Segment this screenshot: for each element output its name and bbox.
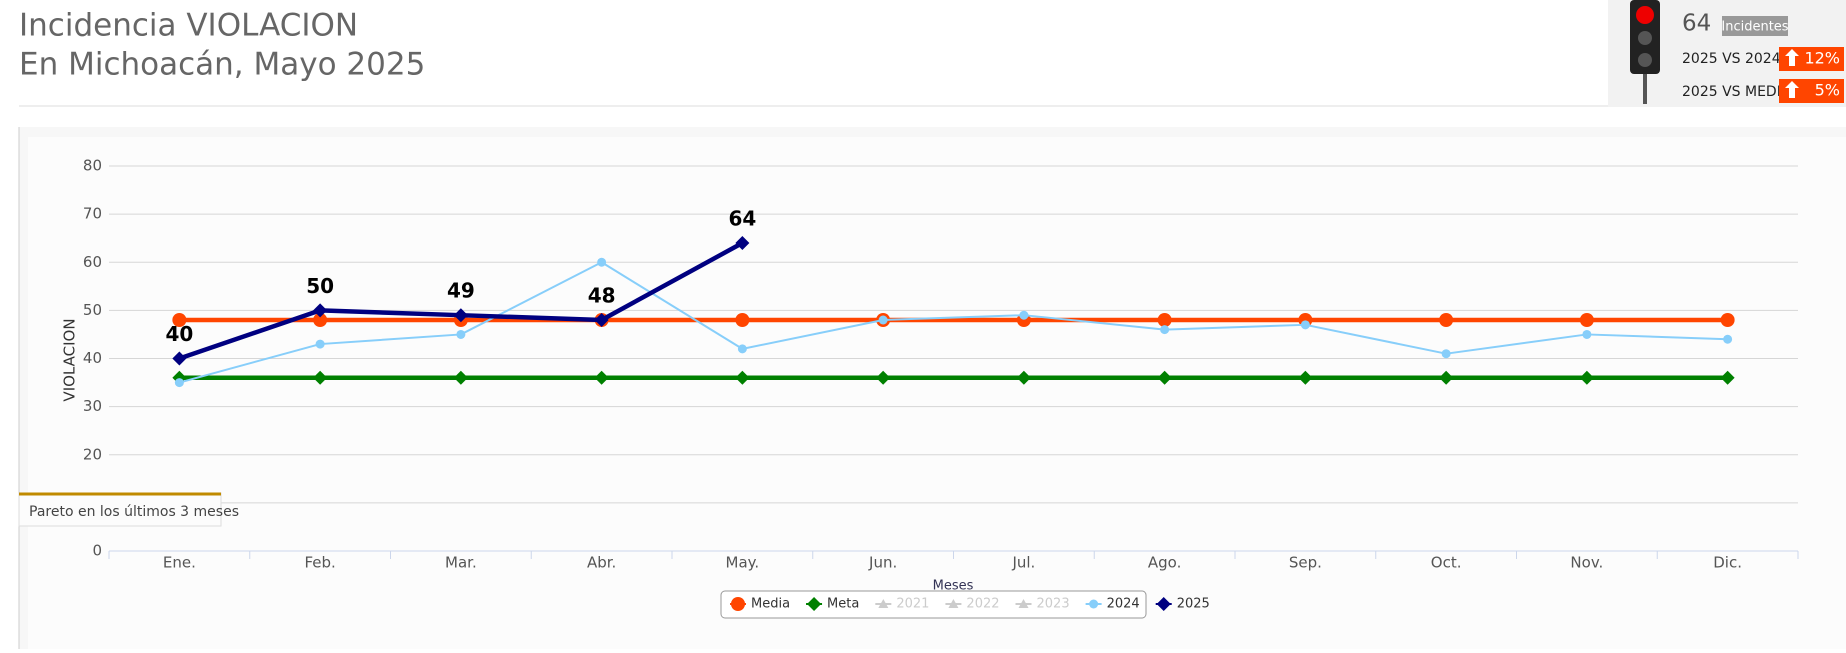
y-tick-label: 30 bbox=[83, 397, 102, 415]
point bbox=[1016, 370, 1031, 385]
x-tick-label: Oct. bbox=[1431, 554, 1462, 572]
light-off bbox=[1638, 31, 1652, 45]
x-axis-title: Meses bbox=[933, 579, 974, 594]
point bbox=[876, 370, 891, 385]
y-tick-label: 40 bbox=[83, 349, 102, 367]
x-tick-label: Nov. bbox=[1570, 554, 1603, 572]
legend-label[interactable]: 2023 bbox=[1037, 597, 1070, 612]
light-red bbox=[1636, 6, 1654, 24]
point bbox=[594, 370, 609, 385]
point bbox=[174, 378, 184, 388]
point bbox=[878, 315, 888, 325]
point bbox=[1723, 334, 1733, 344]
x-tick-label: Ene. bbox=[163, 554, 196, 572]
x-tick-label: Ago. bbox=[1148, 554, 1181, 572]
legend-symbol bbox=[1018, 599, 1029, 608]
y-tick-label: 60 bbox=[83, 253, 102, 271]
legend-label[interactable]: Meta bbox=[827, 597, 859, 612]
point bbox=[172, 351, 187, 366]
x-tick-label: Dic. bbox=[1713, 554, 1742, 572]
y-tick-label: 0 bbox=[92, 542, 102, 560]
series-line bbox=[179, 261, 1728, 384]
summary-unit: Incidentes bbox=[1721, 20, 1788, 35]
point bbox=[1019, 310, 1029, 320]
title: Incidencia VIOLACION bbox=[19, 8, 358, 44]
data-label: 40 bbox=[165, 322, 193, 346]
light-off bbox=[1638, 53, 1652, 67]
data-label: 64 bbox=[728, 207, 756, 231]
change: 5% bbox=[1815, 81, 1840, 100]
y-tick-label: 80 bbox=[83, 157, 102, 175]
legend-label[interactable]: Media bbox=[751, 597, 790, 612]
point bbox=[735, 370, 750, 385]
summary-value: 64 bbox=[1682, 11, 1711, 37]
x-tick-label: May. bbox=[726, 554, 760, 572]
subtitle: En Michoacán, Mayo 2025 bbox=[19, 47, 425, 83]
point bbox=[735, 236, 750, 250]
point bbox=[1439, 313, 1454, 327]
y-tick-label: 50 bbox=[83, 301, 102, 319]
point bbox=[1298, 370, 1313, 385]
point bbox=[1157, 313, 1172, 327]
legend-symbol bbox=[1089, 599, 1099, 609]
point bbox=[597, 257, 607, 267]
point bbox=[1160, 325, 1170, 335]
legend-label[interactable]: 2024 bbox=[1107, 597, 1140, 612]
point bbox=[313, 313, 328, 327]
legend-symbol bbox=[807, 597, 822, 611]
up-arrow bbox=[1785, 81, 1799, 98]
point bbox=[453, 370, 468, 385]
x-tick-label: Abr. bbox=[587, 554, 616, 572]
legend bbox=[720, 590, 1147, 619]
point bbox=[1579, 370, 1594, 385]
tab-label[interactable]: Pareto en los últimos 3 meses bbox=[29, 504, 239, 520]
pole bbox=[1643, 74, 1647, 104]
tab[interactable] bbox=[18, 492, 222, 527]
data-label: 49 bbox=[447, 279, 475, 303]
point bbox=[1582, 329, 1592, 339]
point bbox=[172, 313, 187, 327]
point bbox=[313, 370, 328, 385]
legend-label[interactable]: 2025 bbox=[1177, 597, 1210, 612]
x-tick-label: Feb. bbox=[304, 554, 335, 572]
y-axis-title: VIOLACION bbox=[61, 318, 79, 401]
legend-label[interactable]: 2022 bbox=[966, 597, 999, 612]
comparison-label: 2025 VS MEDIA bbox=[1682, 84, 1791, 100]
point bbox=[1300, 320, 1310, 330]
up-arrow bbox=[1785, 49, 1799, 66]
x-tick-label: Jun. bbox=[868, 554, 897, 572]
point bbox=[1579, 313, 1594, 327]
point bbox=[737, 344, 747, 354]
legend-symbol bbox=[731, 597, 745, 611]
data-label: 48 bbox=[588, 284, 616, 308]
legend-symbol bbox=[878, 599, 889, 608]
point bbox=[1720, 313, 1735, 327]
point bbox=[1439, 370, 1454, 385]
data-label: 50 bbox=[306, 274, 334, 298]
legend-symbol bbox=[948, 599, 959, 608]
point bbox=[453, 308, 468, 323]
point bbox=[1720, 370, 1735, 385]
badge bbox=[1722, 16, 1788, 36]
point bbox=[1157, 370, 1172, 385]
point bbox=[594, 313, 609, 327]
plot-background bbox=[28, 137, 1846, 649]
point bbox=[1441, 349, 1451, 359]
legend-label[interactable]: 2021 bbox=[896, 597, 929, 612]
x-tick-label: Mar. bbox=[445, 554, 477, 572]
point bbox=[456, 329, 466, 339]
legend-symbol bbox=[1156, 597, 1171, 611]
x-tick-label: Sep. bbox=[1289, 554, 1322, 572]
x-tick-label: Jul. bbox=[1011, 554, 1035, 572]
y-tick-label: 20 bbox=[83, 445, 102, 463]
point bbox=[313, 303, 328, 318]
y-tick-label: 70 bbox=[83, 205, 102, 223]
point bbox=[735, 313, 750, 327]
point bbox=[315, 339, 325, 349]
comparison-label: 2025 VS 2024 bbox=[1682, 51, 1781, 67]
change: 12% bbox=[1804, 49, 1840, 68]
